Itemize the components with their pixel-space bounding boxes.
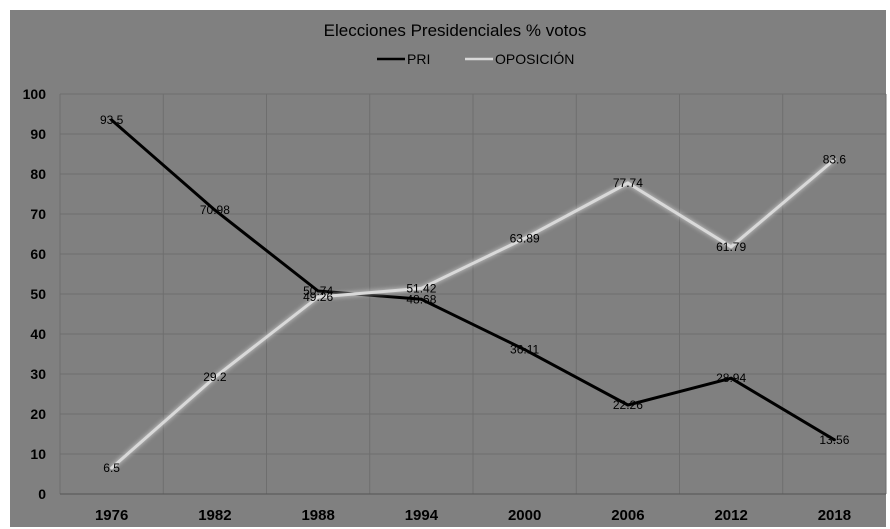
legend-label-1: OPOSICIÓN [495,51,574,67]
y-tick-label: 40 [30,326,46,342]
x-axis: 1976 1982 1988 1994 2000 2006 2012 2018 [95,507,851,524]
series-point-0 [626,403,630,407]
x-tick-label: 1994 [405,507,439,524]
series-point-1 [316,295,320,299]
series-line-0 [110,118,836,442]
legend-label-0: PRI [407,51,430,67]
y-tick-label: 10 [30,446,46,462]
series-point-1 [729,245,733,249]
data-label: 51.42 [406,281,436,295]
data-label: 70.98 [200,203,230,217]
y-tick-label: 90 [30,126,46,142]
series-point-1 [213,375,217,379]
chart-area-background [10,10,886,527]
series-point-0 [729,376,733,380]
data-label: 61.79 [716,240,746,254]
series-point-1 [419,286,423,290]
y-tick-label: 20 [30,406,46,422]
series-point-0 [316,289,320,293]
data-label: 93.5 [100,113,124,127]
legend: PRI OPOSICIÓN [377,51,574,67]
y-tick-label: 0 [38,486,46,502]
y-tick-label: 60 [30,246,46,262]
data-label: 28.94 [716,371,746,385]
x-tick-label: 2000 [508,507,541,524]
x-tick-label: 1988 [301,507,334,524]
data-label: 29.2 [203,370,227,384]
series-point-1 [832,158,836,162]
data-label: 83.6 [823,153,847,167]
data-label: 13.56 [819,433,849,447]
y-tick-label: 50 [30,286,46,302]
series-point-0 [523,348,527,352]
series-point-0 [213,208,217,212]
data-label: 50.74 [303,284,333,298]
data-label: 36.11 [510,343,539,357]
x-tick-label: 2006 [611,507,644,524]
series-point-0 [832,438,836,442]
series-line-1 [110,158,836,470]
series-layer [110,118,836,470]
y-axis: 0 10 20 30 40 50 60 70 80 90 100 [23,86,47,502]
y-tick-label: 70 [30,206,46,222]
data-label: 48.68 [406,292,436,306]
data-label: 63.89 [510,231,540,245]
x-tick-label: 2018 [818,507,851,524]
series-point-0 [419,297,423,301]
x-tick-label: 2012 [714,507,747,524]
chart-title: Elecciones Presidenciales % votos [324,21,587,40]
data-label: 77.74 [613,176,643,190]
data-label: 22.26 [613,398,643,412]
series-point-1 [523,236,527,240]
x-tick-label: 1976 [95,507,128,524]
series-point-0 [110,118,114,122]
series-point-1 [110,466,114,470]
x-tick-label: 1982 [198,507,231,524]
data-labels: 93.5 70.98 50.74 48.68 36.11 22.26 28.94 13.56 6… [100,113,850,475]
y-tick-label: 30 [30,366,46,382]
y-tick-label: 100 [23,86,47,102]
data-label: 49.26 [303,290,333,304]
data-label: 6.5 [103,461,120,475]
y-tick-label: 80 [30,166,46,182]
series-point-1 [626,181,630,185]
